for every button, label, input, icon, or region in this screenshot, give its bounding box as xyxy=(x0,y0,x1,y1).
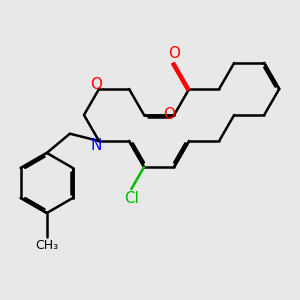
Text: O: O xyxy=(164,107,175,122)
Text: O: O xyxy=(168,46,180,62)
Text: CH₃: CH₃ xyxy=(35,238,58,251)
Text: O: O xyxy=(90,77,102,92)
Text: Cl: Cl xyxy=(124,190,139,206)
Text: N: N xyxy=(91,138,102,153)
